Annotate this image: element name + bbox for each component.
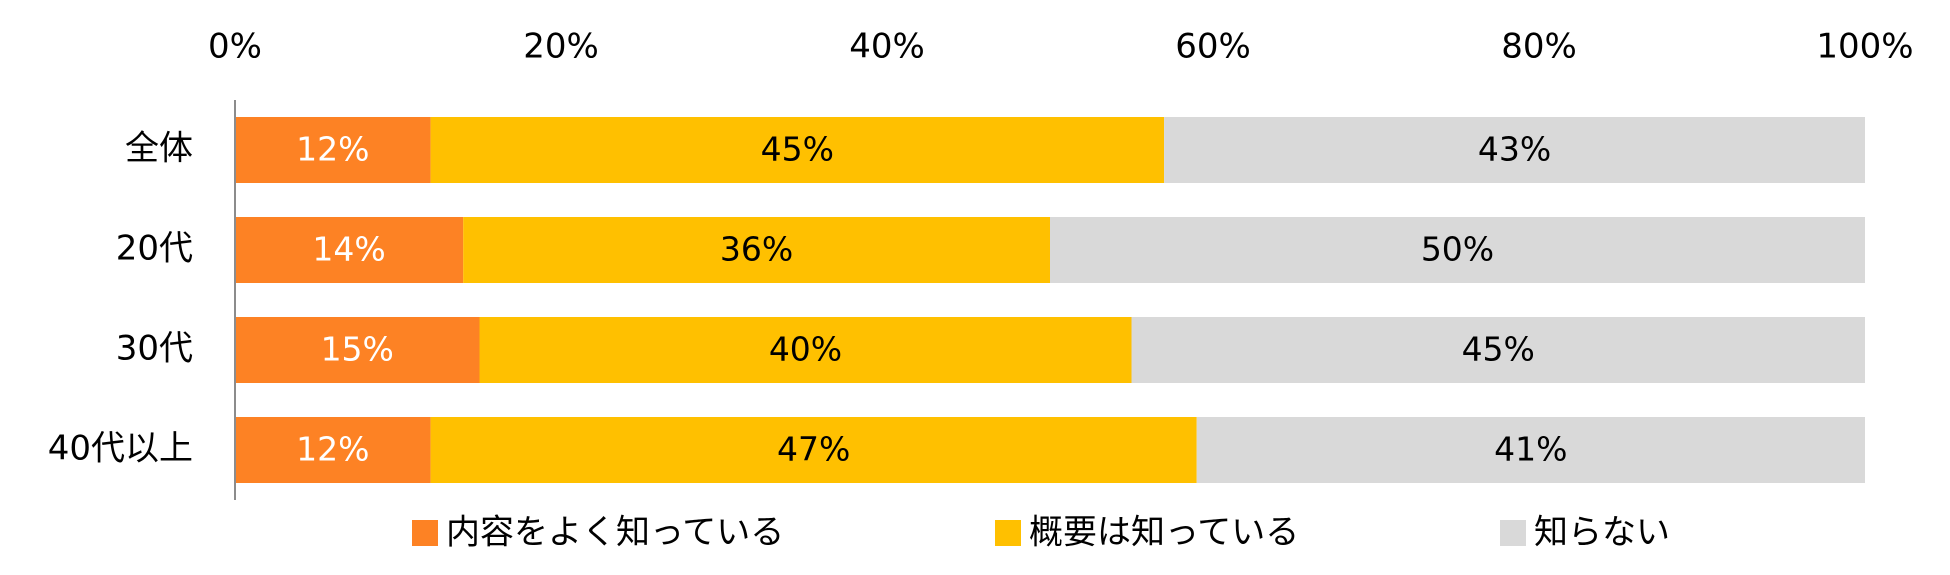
category-label: 30代 (116, 329, 193, 369)
data-label: 14% (312, 230, 385, 269)
data-label: 45% (761, 130, 834, 169)
category-label: 全体 (125, 129, 193, 169)
bar-segment (430, 417, 1197, 483)
bar-segment (235, 217, 464, 283)
legend: 内容をよく知っている 概要は知っている 知らない (412, 513, 1670, 553)
legend-label: 知らない (1534, 513, 1670, 553)
x-tick-label: 0% (208, 27, 262, 67)
category-label: 20代 (116, 229, 193, 269)
x-tick-label: 100% (1816, 27, 1913, 67)
bar-segment (235, 417, 431, 483)
data-label: 41% (1494, 430, 1567, 469)
data-label: 15% (321, 330, 394, 369)
x-tick-label: 20% (523, 27, 599, 67)
bar-segment (1131, 317, 1865, 383)
legend-swatch (1500, 520, 1526, 546)
category-labels: 全体 20代 30代 40代以上 (48, 129, 193, 469)
data-label: 45% (1462, 330, 1535, 369)
legend-label: 内容をよく知っている (446, 513, 784, 553)
x-axis-ticks: 0% 20% 40% 60% 80% 100% (208, 27, 1914, 67)
data-label: 43% (1478, 130, 1551, 169)
bar-segment (479, 317, 1132, 383)
data-label: 40% (769, 330, 842, 369)
x-tick-label: 80% (1501, 27, 1577, 67)
category-label: 40代以上 (48, 429, 193, 469)
bar-segment (1050, 217, 1865, 283)
data-labels: 12% 45% 43% 14% 36% 50% 15% 40% 45% 12% 47% 41% (296, 130, 1567, 469)
data-label: 36% (720, 230, 793, 269)
bar-segment (1164, 117, 1865, 183)
legend-swatch (995, 520, 1021, 546)
bar-segment (235, 317, 480, 383)
data-label: 12% (296, 430, 369, 469)
legend-swatch (412, 520, 438, 546)
data-label: 50% (1421, 230, 1494, 269)
bar-segment (463, 217, 1050, 283)
x-tick-label: 60% (1175, 27, 1251, 67)
bar-segment (235, 117, 431, 183)
data-label: 12% (296, 130, 369, 169)
bar-segment (1196, 417, 1865, 483)
legend-label: 概要は知っている (1029, 513, 1299, 553)
data-label: 47% (777, 430, 850, 469)
bar-segment (430, 117, 1165, 183)
x-tick-label: 40% (849, 27, 925, 67)
bars (235, 117, 1865, 483)
